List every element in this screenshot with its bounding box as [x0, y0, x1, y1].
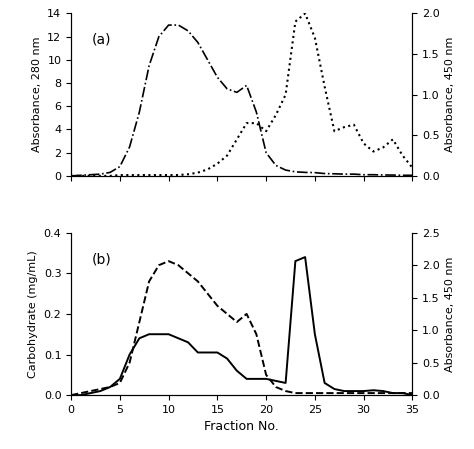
Y-axis label: Absorbance, 280 nm: Absorbance, 280 nm [32, 37, 42, 152]
Y-axis label: Absorbance, 450 nm: Absorbance, 450 nm [446, 37, 456, 152]
Text: (a): (a) [91, 33, 111, 47]
Y-axis label: Carbohydrate (mg/mL): Carbohydrate (mg/mL) [28, 250, 38, 378]
Y-axis label: Absorbance, 450 nm: Absorbance, 450 nm [446, 256, 456, 372]
X-axis label: Fraction No.: Fraction No. [204, 420, 279, 433]
Text: (b): (b) [91, 252, 111, 266]
